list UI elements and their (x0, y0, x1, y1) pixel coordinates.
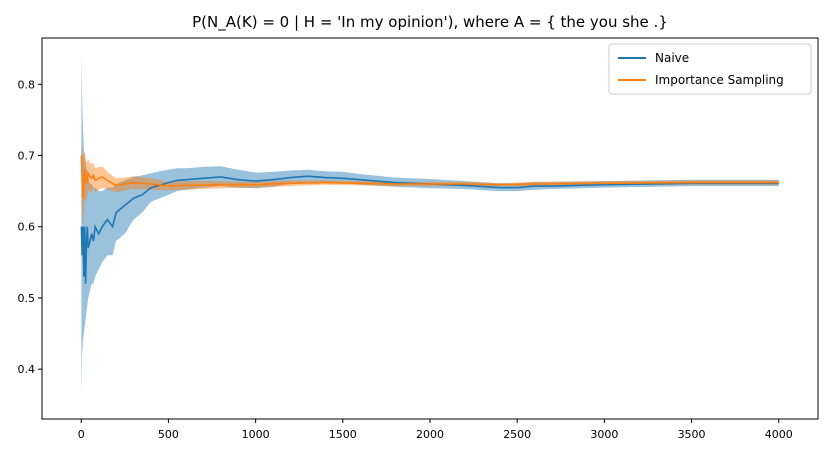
x-tick-label: 3000 (590, 428, 618, 441)
x-tick-label: 500 (158, 428, 179, 441)
axes-frame (41, 37, 819, 420)
y-tick-label: 0.4 (18, 363, 36, 376)
x-tick-label: 0 (78, 428, 85, 441)
y-axis: 0.4 0.5 0.6 0.7 0.8 (18, 78, 42, 376)
x-tick-label: 4000 (765, 428, 793, 441)
y-tick-label: 0.8 (18, 78, 36, 91)
chart-title: P(N_A(K) = 0 | H = 'In my opinion'), whe… (192, 13, 668, 32)
plot-area (80, 55, 779, 398)
x-tick-label: 2500 (503, 428, 531, 441)
x-tick-label: 2000 (416, 428, 444, 441)
x-axis: 0 500 1000 1500 2000 2500 3000 3500 4000 (78, 419, 793, 441)
series-1-line (80, 155, 779, 199)
legend-label-1: Importance Sampling (655, 73, 784, 87)
y-tick-label: 0.6 (18, 221, 36, 234)
x-tick-label: 3500 (678, 428, 706, 441)
y-tick-label: 0.5 (18, 292, 36, 305)
legend-label-0: Naive (655, 51, 689, 65)
legend-box (608, 43, 812, 95)
x-tick-label: 1000 (242, 428, 270, 441)
x-tick-label: 1500 (329, 428, 357, 441)
y-tick-label: 0.7 (18, 150, 36, 163)
legend: Naive Importance Sampling (608, 43, 812, 95)
